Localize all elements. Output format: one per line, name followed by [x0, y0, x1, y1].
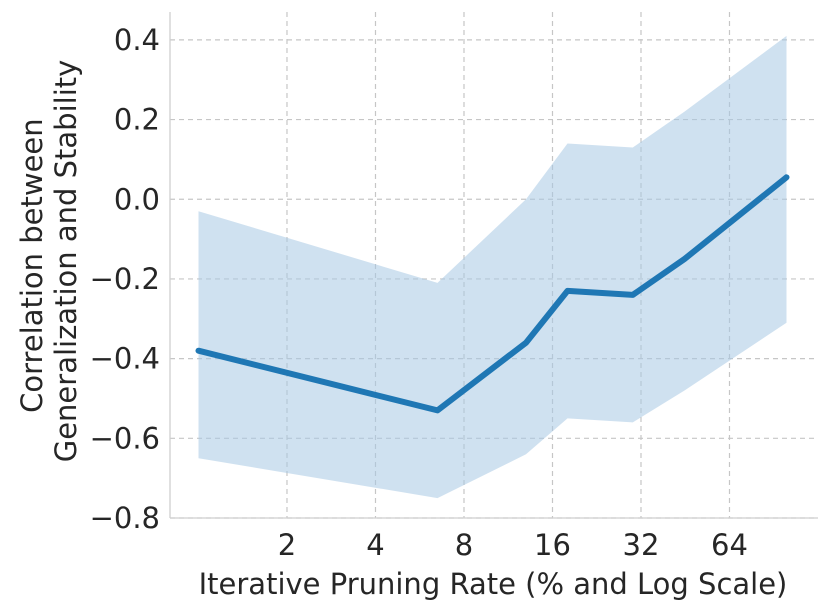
y-axis-label-line-2: Generalization and Stability [49, 60, 83, 463]
y-tick-label: −0.8 [90, 501, 160, 535]
x-tick-label: 64 [711, 528, 748, 562]
series-line-layer [195, 174, 790, 414]
y-tick-label: −0.4 [90, 342, 160, 376]
y-tick-label: −0.2 [90, 262, 160, 296]
x-tick-label: 2 [278, 528, 296, 562]
series-line [195, 174, 790, 414]
y-tick-label: −0.6 [90, 421, 160, 455]
y-tick-label: 0.4 [114, 23, 160, 57]
y-axis-label: Correlation between Generalization and S… [15, 60, 83, 463]
axis-spines [169, 12, 818, 519]
x-tick-label: 8 [455, 528, 473, 562]
x-tick-label: 4 [366, 528, 384, 562]
confidence-band-layer [198, 35, 787, 499]
y-tick-label: 0.2 [114, 103, 160, 137]
x-tick-labels: 2 4 8 16 32 64 [278, 528, 748, 562]
y-tick-label: 0.0 [114, 182, 160, 216]
y-axis-label-line-1: Correlation between [15, 118, 49, 413]
confidence-band [198, 35, 787, 499]
x-tick-label: 32 [623, 528, 660, 562]
x-tick-label: 16 [534, 528, 571, 562]
y-tick-labels: 0.4 0.2 0.0 −0.2 −0.4 −0.6 −0.8 [90, 23, 160, 535]
x-axis-label: Iterative Pruning Rate (% and Log Scale) [199, 567, 788, 601]
